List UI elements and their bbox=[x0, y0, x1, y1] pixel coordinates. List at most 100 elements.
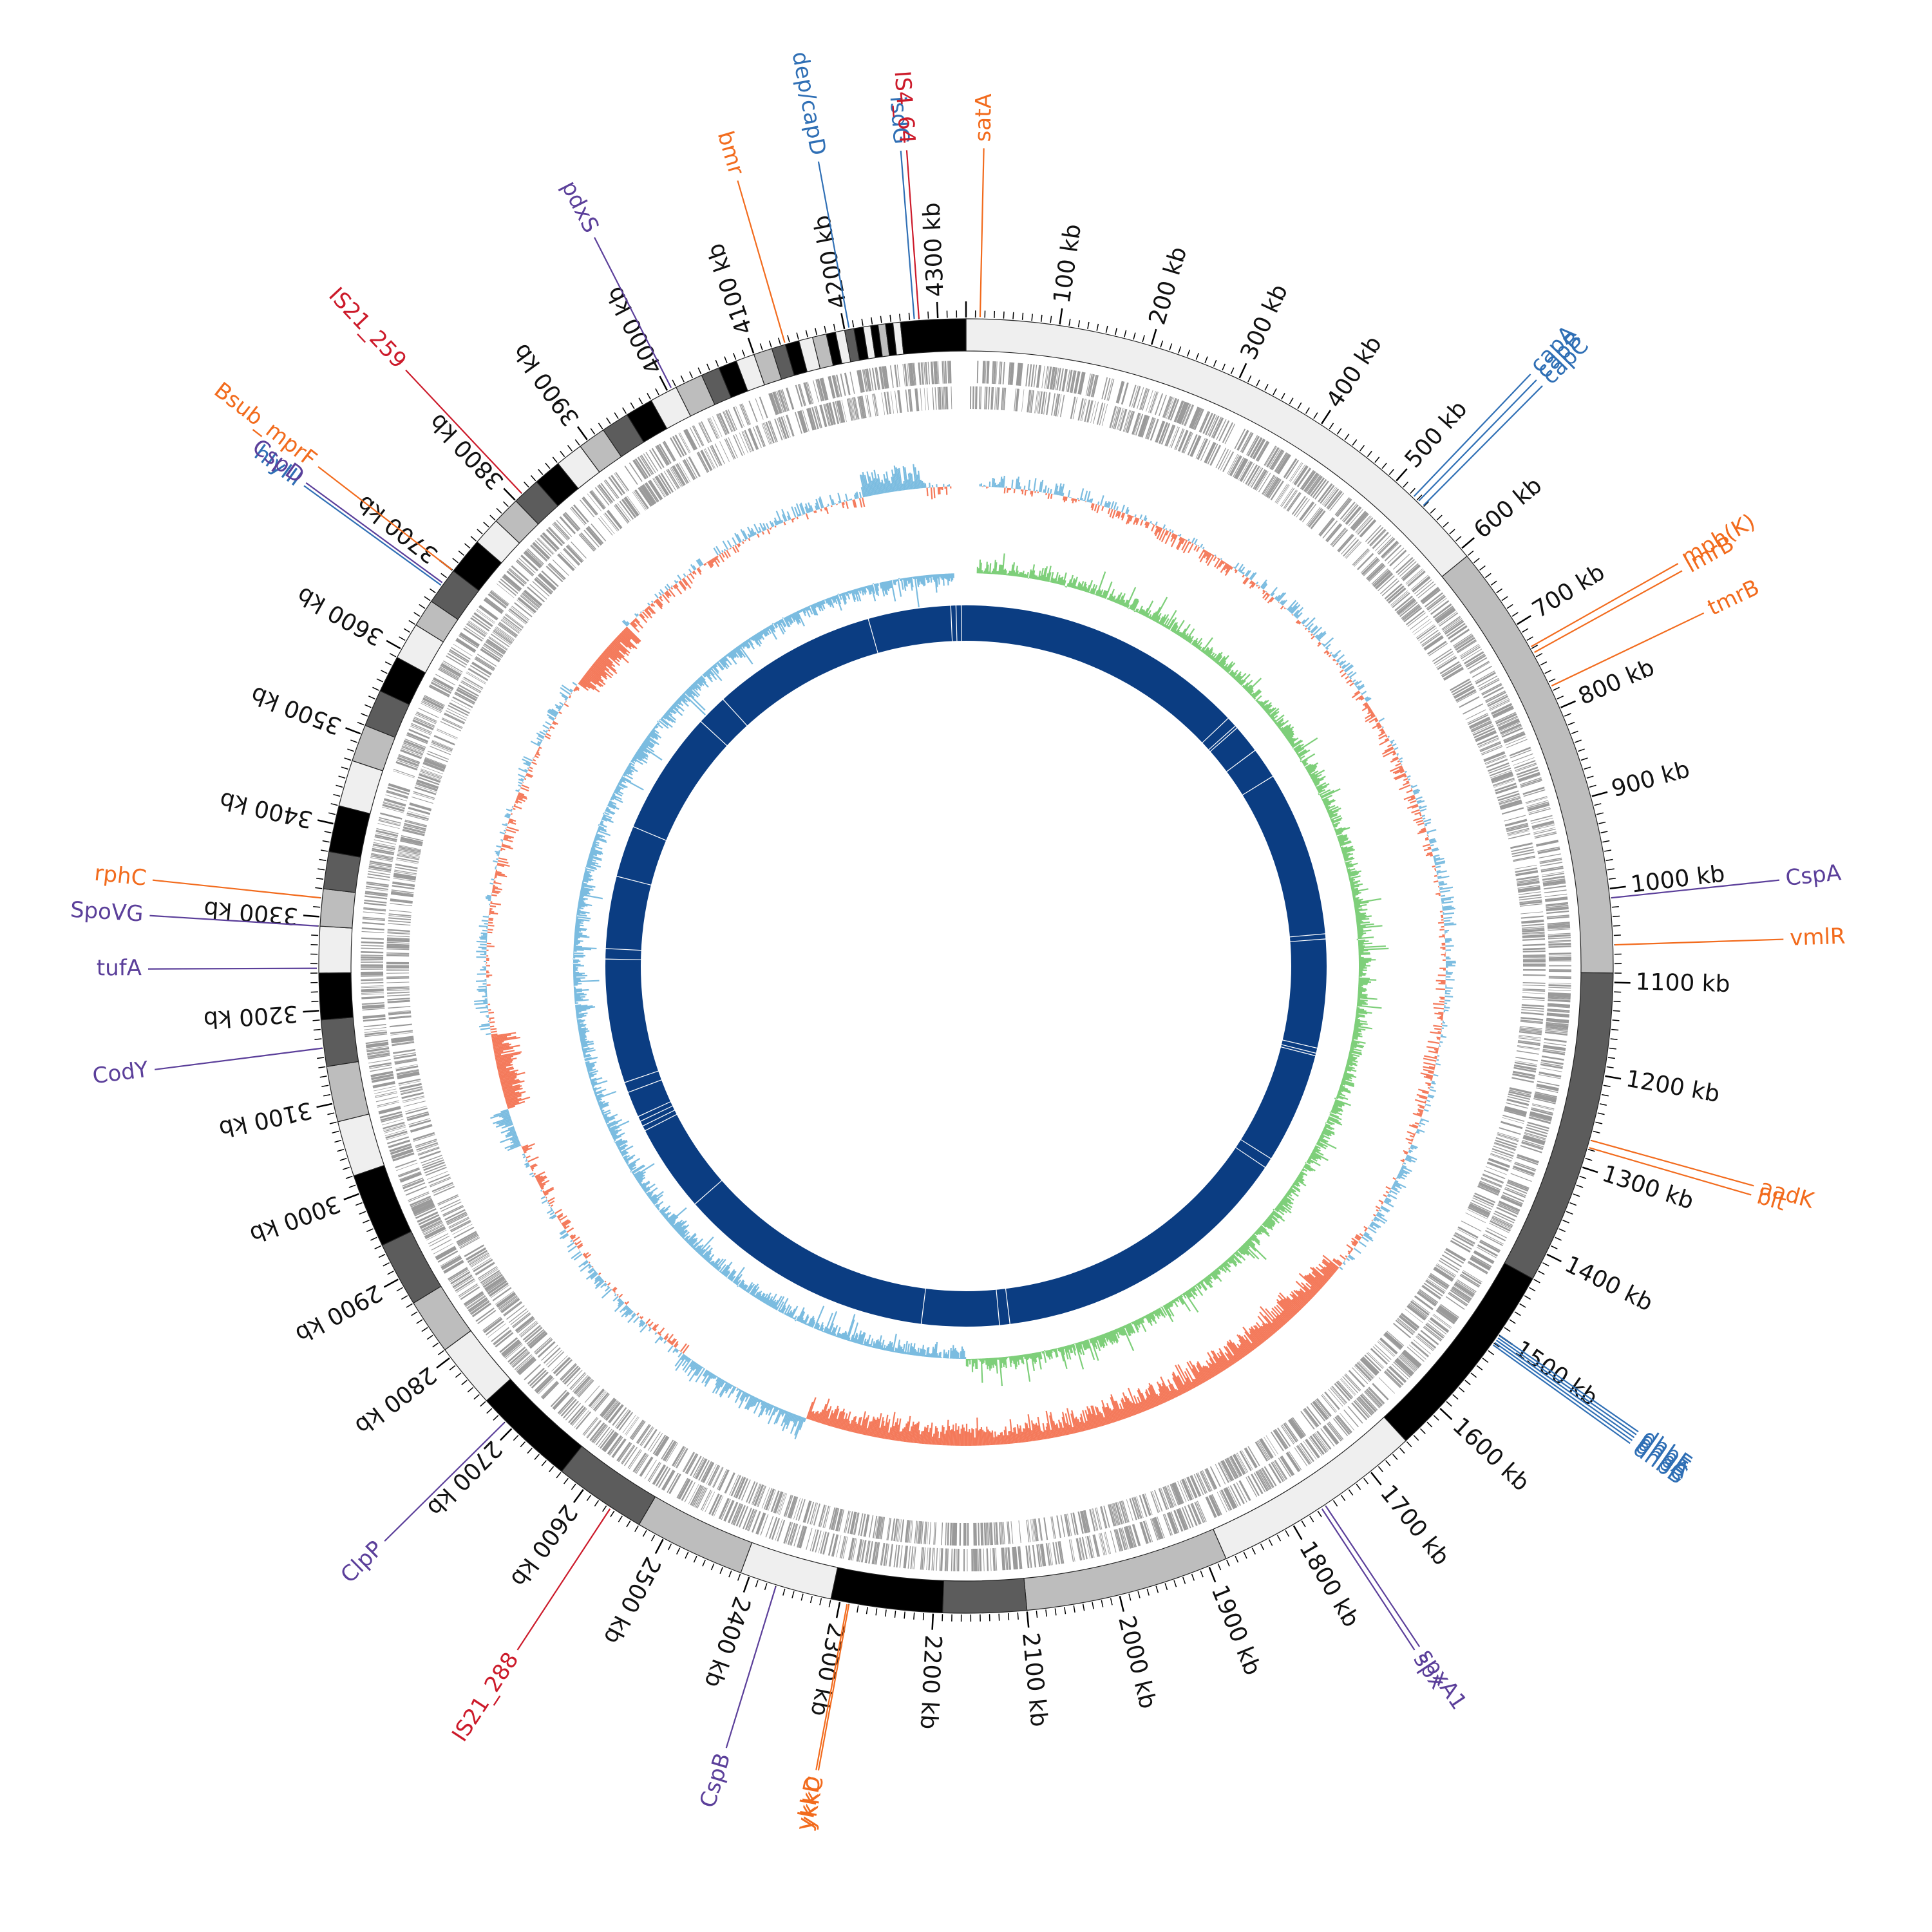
cds-feature-reverse bbox=[1160, 422, 1171, 445]
cds-feature-forward bbox=[834, 375, 840, 397]
cds-feature-reverse bbox=[959, 1522, 961, 1546]
cds-feature-reverse bbox=[1522, 956, 1546, 958]
scale-tick bbox=[824, 325, 827, 333]
gc-content-bar bbox=[687, 1358, 690, 1363]
cds-feature-reverse bbox=[1373, 570, 1391, 587]
cds-feature-forward bbox=[987, 361, 990, 384]
cds-feature-reverse bbox=[1520, 1012, 1544, 1016]
cds-feature-reverse bbox=[1465, 709, 1486, 720]
cds-feature-reverse bbox=[1507, 829, 1530, 836]
gc-content-bar bbox=[1279, 1314, 1288, 1323]
gc-content-bar bbox=[1009, 1430, 1012, 1444]
cds-feature-reverse bbox=[1081, 399, 1087, 421]
cds-feature-reverse bbox=[648, 480, 662, 500]
scale-tick bbox=[1178, 346, 1182, 354]
cds-feature-forward bbox=[423, 696, 444, 707]
gc-content-bar bbox=[931, 1436, 934, 1445]
cds-feature-reverse bbox=[575, 1377, 592, 1395]
gc-content-bar bbox=[1408, 1149, 1413, 1153]
cds-feature-forward bbox=[376, 828, 399, 835]
gc-content-bar bbox=[1104, 1407, 1112, 1424]
cds-feature-reverse bbox=[1450, 1240, 1471, 1253]
cds-feature-forward bbox=[727, 1501, 737, 1523]
cds-feature-forward bbox=[1508, 1179, 1530, 1189]
cds-feature-forward bbox=[372, 844, 395, 850]
cds-feature-reverse bbox=[1010, 1521, 1014, 1544]
cds-feature-reverse bbox=[1128, 411, 1135, 433]
gc-content-bar bbox=[752, 1397, 758, 1407]
cds-feature-reverse bbox=[492, 1287, 512, 1302]
cds-feature-reverse bbox=[1343, 539, 1359, 557]
cds-feature-forward bbox=[859, 370, 865, 393]
cds-feature-reverse bbox=[399, 844, 422, 850]
cds-feature-reverse bbox=[423, 761, 445, 771]
cds-feature-reverse bbox=[1522, 957, 1546, 958]
tick-label: 3900 kb bbox=[508, 339, 585, 431]
cds-feature-reverse bbox=[914, 1520, 918, 1544]
cds-feature-forward bbox=[858, 370, 864, 393]
gc-content-bar bbox=[1394, 1181, 1406, 1189]
cds-feature-forward bbox=[1405, 568, 1423, 584]
cds-feature-reverse bbox=[829, 402, 836, 425]
cds-feature-forward bbox=[652, 1464, 665, 1484]
scale-tick bbox=[338, 775, 346, 779]
gc-content-bar bbox=[1062, 1427, 1066, 1436]
cds-feature-forward bbox=[1329, 1421, 1344, 1440]
cds-feature-reverse bbox=[755, 425, 764, 448]
gc-content-ring bbox=[474, 464, 1457, 1446]
cds-feature-reverse bbox=[1220, 1461, 1232, 1482]
cds-feature-forward bbox=[1499, 1200, 1520, 1211]
cds-feature-forward bbox=[1412, 577, 1431, 592]
gc-content-bar bbox=[1135, 518, 1140, 526]
cds-feature-reverse bbox=[672, 1446, 684, 1466]
cds-feature-reverse bbox=[1416, 625, 1436, 640]
gc-content-bar bbox=[716, 1379, 723, 1389]
scale-tick bbox=[1517, 615, 1531, 625]
scale-tick bbox=[1473, 558, 1480, 564]
cds-feature-reverse bbox=[1471, 721, 1493, 733]
cds-feature-reverse bbox=[500, 1297, 519, 1311]
cds-feature-reverse bbox=[835, 1508, 842, 1531]
cds-feature-forward bbox=[380, 812, 402, 820]
cds-feature-reverse bbox=[1345, 541, 1361, 558]
cds-feature-forward bbox=[1545, 1028, 1568, 1032]
cds-feature-reverse bbox=[1366, 562, 1383, 580]
cds-feature-forward bbox=[374, 834, 397, 841]
cds-feature-forward bbox=[1140, 1521, 1149, 1544]
cds-feature-forward bbox=[484, 598, 504, 613]
cds-feature-forward bbox=[1526, 801, 1549, 809]
gc-content-bar bbox=[679, 1343, 687, 1352]
cds-feature-reverse bbox=[837, 400, 844, 423]
cds-feature-forward bbox=[400, 1173, 422, 1183]
cds-feature-forward bbox=[883, 1543, 888, 1566]
gc-content-bar bbox=[1173, 534, 1177, 540]
cds-feature-reverse bbox=[972, 386, 974, 410]
cds-feature-forward bbox=[1497, 1204, 1519, 1215]
gc-content-bar bbox=[1234, 569, 1237, 572]
cds-feature-forward bbox=[1272, 450, 1285, 471]
gc-content-bar bbox=[1289, 601, 1299, 612]
gc-content-bar bbox=[1161, 1383, 1171, 1401]
cds-feature-reverse bbox=[989, 1522, 990, 1546]
gc-content-bar bbox=[1328, 654, 1332, 658]
cds-feature-forward bbox=[1435, 607, 1455, 621]
tick-label: 3800 kb bbox=[424, 408, 509, 495]
cds-feature-forward bbox=[1540, 1059, 1564, 1065]
cds-feature-reverse bbox=[419, 772, 441, 781]
gc-content-bar bbox=[652, 1323, 659, 1331]
cds-feature-forward bbox=[1491, 1218, 1512, 1229]
cds-feature-forward bbox=[1253, 439, 1266, 460]
cds-feature-reverse bbox=[1114, 407, 1122, 430]
cds-feature-reverse bbox=[1482, 1175, 1504, 1184]
cds-feature-reverse bbox=[612, 1406, 627, 1426]
cds-feature-forward bbox=[765, 1515, 774, 1538]
gc-content-bar bbox=[1350, 1249, 1353, 1251]
cds-feature-reverse bbox=[1021, 389, 1025, 412]
gc-content-bar bbox=[1007, 488, 1009, 493]
cds-feature-reverse bbox=[698, 1460, 710, 1481]
gc-content-bar bbox=[773, 1408, 782, 1425]
cds-feature-reverse bbox=[1345, 542, 1362, 559]
gc-content-bar bbox=[582, 1253, 586, 1256]
cds-feature-reverse bbox=[560, 552, 576, 569]
cds-feature-forward bbox=[1359, 1395, 1376, 1412]
